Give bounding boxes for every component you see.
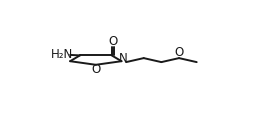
Text: O: O bbox=[175, 46, 184, 59]
Text: O: O bbox=[108, 35, 117, 48]
Text: O: O bbox=[91, 63, 100, 76]
Text: N: N bbox=[119, 52, 128, 65]
Text: H₂N: H₂N bbox=[51, 48, 73, 61]
